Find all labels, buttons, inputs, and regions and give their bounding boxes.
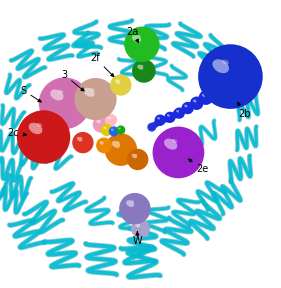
Ellipse shape — [193, 100, 196, 103]
Ellipse shape — [118, 79, 120, 81]
Circle shape — [216, 82, 225, 91]
Ellipse shape — [50, 90, 64, 101]
Circle shape — [127, 149, 148, 170]
Circle shape — [198, 44, 263, 109]
Ellipse shape — [212, 59, 229, 73]
Circle shape — [174, 107, 185, 119]
Circle shape — [119, 193, 151, 224]
Ellipse shape — [112, 129, 114, 130]
Circle shape — [105, 114, 117, 126]
Ellipse shape — [108, 117, 111, 120]
Circle shape — [17, 110, 70, 164]
Circle shape — [124, 26, 160, 62]
Ellipse shape — [111, 129, 114, 131]
Circle shape — [173, 109, 182, 118]
Text: 2a: 2a — [126, 26, 139, 42]
Ellipse shape — [115, 79, 120, 84]
Ellipse shape — [126, 200, 134, 207]
Ellipse shape — [109, 117, 111, 118]
Ellipse shape — [184, 105, 187, 107]
Ellipse shape — [103, 127, 106, 129]
Ellipse shape — [29, 123, 42, 134]
Circle shape — [93, 116, 110, 133]
Circle shape — [105, 133, 137, 166]
Circle shape — [182, 104, 191, 113]
Ellipse shape — [167, 114, 170, 117]
Text: S: S — [21, 86, 41, 102]
Circle shape — [191, 100, 200, 109]
Circle shape — [131, 219, 150, 238]
Ellipse shape — [105, 127, 106, 128]
Circle shape — [116, 126, 125, 134]
Ellipse shape — [157, 117, 160, 120]
Ellipse shape — [118, 128, 121, 130]
Circle shape — [72, 132, 94, 153]
Ellipse shape — [213, 86, 215, 88]
Text: 2b: 2b — [238, 103, 251, 120]
Ellipse shape — [137, 35, 141, 38]
Ellipse shape — [210, 86, 215, 90]
Ellipse shape — [84, 88, 95, 97]
Ellipse shape — [132, 35, 141, 42]
Circle shape — [207, 83, 223, 98]
Circle shape — [164, 112, 176, 123]
Text: 2c: 2c — [8, 128, 26, 138]
Ellipse shape — [90, 88, 95, 91]
Ellipse shape — [202, 94, 206, 97]
Ellipse shape — [112, 141, 120, 148]
Circle shape — [153, 127, 204, 178]
Ellipse shape — [58, 90, 64, 94]
Ellipse shape — [137, 65, 143, 70]
Circle shape — [147, 123, 156, 132]
Ellipse shape — [131, 200, 134, 203]
Ellipse shape — [186, 105, 187, 106]
Ellipse shape — [176, 110, 179, 113]
Ellipse shape — [135, 154, 137, 156]
Ellipse shape — [138, 223, 140, 225]
Circle shape — [74, 78, 117, 120]
Text: W: W — [133, 232, 142, 246]
Circle shape — [96, 138, 112, 153]
Ellipse shape — [37, 123, 42, 127]
Circle shape — [182, 102, 194, 114]
Circle shape — [39, 77, 90, 129]
Ellipse shape — [222, 60, 229, 65]
Ellipse shape — [96, 120, 101, 124]
Text: 2e: 2e — [189, 159, 209, 174]
Ellipse shape — [204, 94, 206, 95]
Ellipse shape — [117, 141, 120, 143]
Ellipse shape — [169, 114, 170, 115]
Ellipse shape — [159, 117, 160, 118]
Circle shape — [200, 94, 209, 104]
Circle shape — [190, 96, 203, 110]
Ellipse shape — [164, 139, 177, 150]
Circle shape — [155, 115, 166, 126]
Ellipse shape — [135, 223, 140, 227]
Circle shape — [155, 117, 164, 126]
Circle shape — [109, 126, 119, 137]
Ellipse shape — [99, 120, 101, 121]
Ellipse shape — [99, 141, 104, 145]
Ellipse shape — [80, 137, 82, 139]
Circle shape — [132, 59, 156, 83]
Ellipse shape — [178, 110, 179, 111]
Text: 3: 3 — [62, 70, 84, 91]
Circle shape — [209, 88, 217, 97]
Ellipse shape — [77, 137, 82, 141]
Circle shape — [101, 124, 113, 136]
Ellipse shape — [102, 141, 104, 143]
Text: 2f: 2f — [91, 53, 114, 77]
Ellipse shape — [132, 154, 137, 158]
Circle shape — [199, 90, 213, 105]
Ellipse shape — [195, 100, 196, 101]
Ellipse shape — [172, 139, 177, 143]
Circle shape — [110, 74, 132, 96]
Ellipse shape — [141, 65, 143, 67]
Circle shape — [164, 114, 173, 123]
